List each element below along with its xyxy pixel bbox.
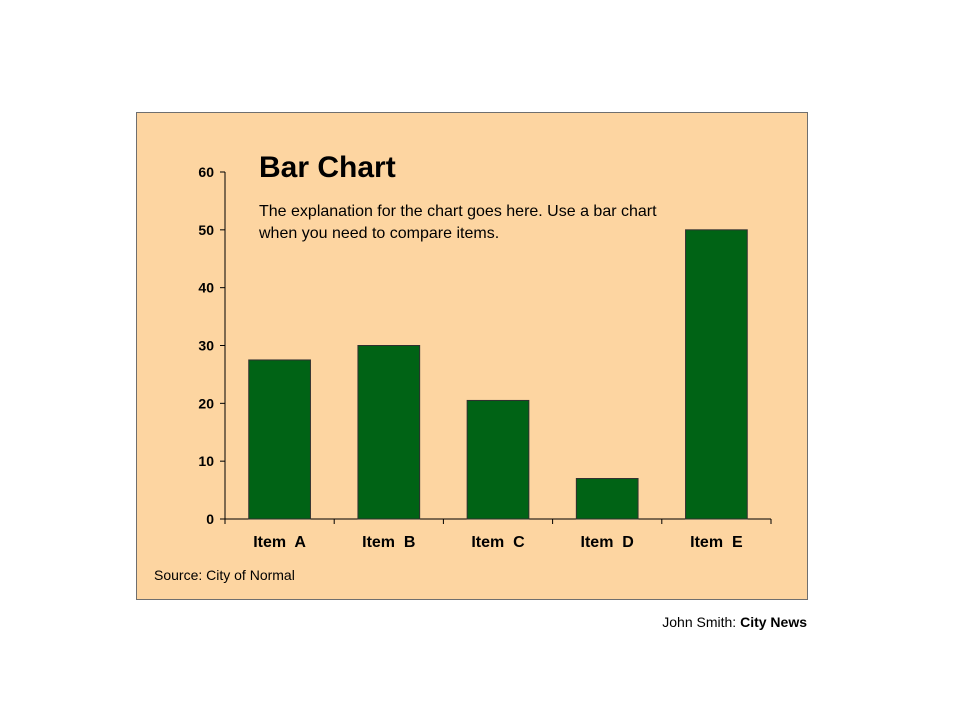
y-tick-label: 10 — [198, 453, 214, 469]
chart-source: Source: City of Normal — [154, 567, 295, 583]
bar-3 — [466, 399, 530, 520]
x-category-label: Item C — [471, 534, 525, 551]
y-tick-label: 0 — [206, 511, 214, 527]
y-tick-label: 60 — [198, 164, 214, 180]
y-tick-label: 30 — [198, 338, 214, 354]
x-category-label: Item B — [362, 534, 415, 551]
y-tick-label: 40 — [198, 280, 214, 296]
credit-org: City News — [740, 614, 807, 630]
y-tick-label: 20 — [198, 395, 214, 411]
x-category-label: Item E — [690, 534, 743, 551]
bar-5 — [685, 229, 748, 520]
bar-1 — [248, 359, 311, 520]
bar-4 — [575, 478, 639, 520]
chart-subtitle: The explanation for the chart goes here.… — [259, 203, 657, 242]
credit-author: John Smith: — [662, 614, 737, 630]
chart-title: Bar Chart — [259, 151, 396, 184]
chart-panel: 0 10 20 30 40 50 60 Item A Item B Item C Item D Ite… — [136, 112, 808, 600]
y-tick-label: 50 — [198, 222, 214, 238]
bar-chart: 0 10 20 30 40 50 60 Item A Item B Item C Item D Ite… — [198, 164, 772, 551]
bar-2 — [357, 345, 421, 520]
credit-line: John Smith: City News — [662, 614, 807, 630]
x-category-label: Item D — [581, 534, 634, 551]
x-category-label: Item A — [253, 534, 306, 551]
